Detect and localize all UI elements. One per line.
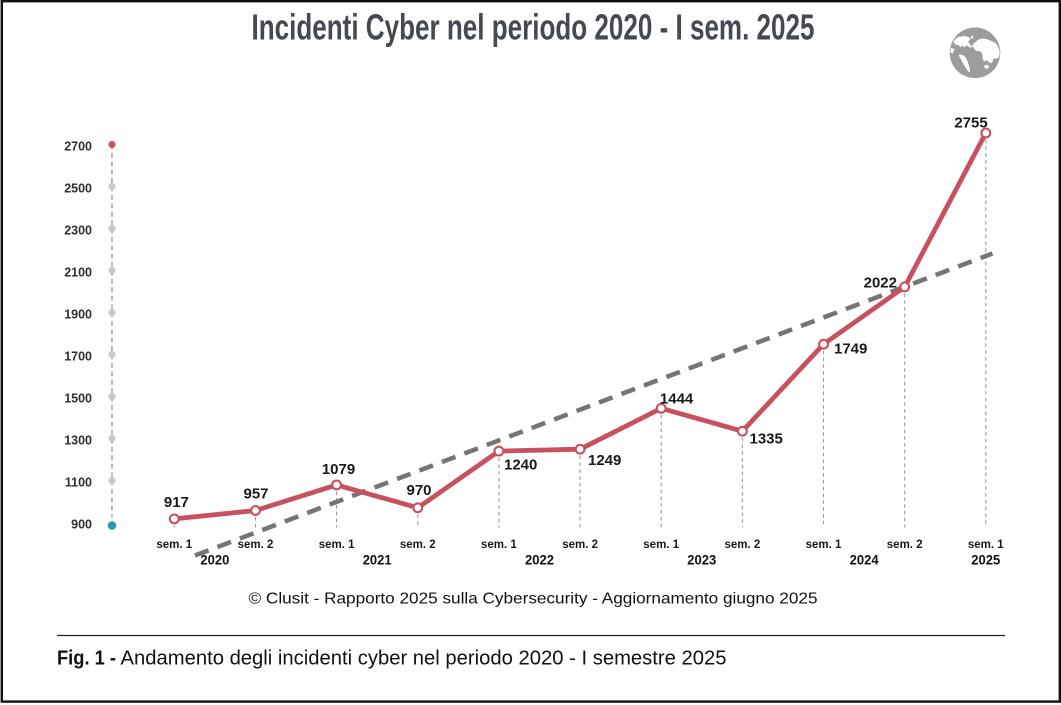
svg-text:sem. 1: sem. 1 [643,539,679,551]
svg-text:sem. 2: sem. 2 [887,539,923,551]
svg-text:1335: 1335 [750,431,783,448]
svg-text:2022: 2022 [525,551,554,567]
svg-text:1240: 1240 [504,457,537,474]
svg-text:Andamento degli incidenti cybe: Andamento degli incidenti cyber nel peri… [121,647,727,669]
svg-text:© Clusit - Rapporto 2025 sulla: © Clusit - Rapporto 2025 sulla Cybersecu… [249,591,818,608]
svg-text:2025: 2025 [971,551,1000,567]
svg-text:1500: 1500 [64,391,92,405]
svg-text:1100: 1100 [65,475,92,489]
svg-text:sem. 2: sem. 2 [400,539,436,551]
svg-text:Incidenti Cyber nel periodo 20: Incidenti Cyber nel periodo 2020 - I sem… [252,7,815,48]
svg-text:sem. 1: sem. 1 [481,539,517,551]
svg-text:sem. 2: sem. 2 [238,539,274,551]
svg-text:2023: 2023 [687,551,716,567]
svg-text:900: 900 [71,517,92,531]
svg-text:2700: 2700 [64,139,92,153]
svg-text:1900: 1900 [64,307,92,321]
svg-text:1249: 1249 [588,452,621,469]
svg-text:Fig. 1 -: Fig. 1 - [57,647,116,669]
svg-text:2755: 2755 [954,114,987,131]
svg-text:1700: 1700 [64,349,92,363]
svg-text:1749: 1749 [834,341,867,358]
svg-text:1300: 1300 [64,433,92,447]
svg-text:2021: 2021 [363,551,392,567]
svg-text:957: 957 [243,486,268,503]
svg-text:sem. 1: sem. 1 [806,539,842,551]
svg-text:970: 970 [406,482,431,499]
svg-text:2022: 2022 [864,275,897,292]
svg-text:sem. 1: sem. 1 [156,539,192,551]
svg-text:2100: 2100 [64,265,92,279]
svg-text:2024: 2024 [850,551,879,567]
svg-text:2020: 2020 [200,551,229,567]
svg-text:917: 917 [164,494,189,511]
svg-text:sem. 2: sem. 2 [562,539,598,551]
svg-text:sem. 1: sem. 1 [968,539,1004,551]
svg-text:1444: 1444 [660,390,694,407]
svg-text:2300: 2300 [64,223,92,237]
svg-text:2500: 2500 [64,181,92,195]
svg-text:sem. 1: sem. 1 [319,539,355,551]
svg-text:1079: 1079 [322,461,355,478]
svg-text:sem. 2: sem. 2 [724,539,760,551]
